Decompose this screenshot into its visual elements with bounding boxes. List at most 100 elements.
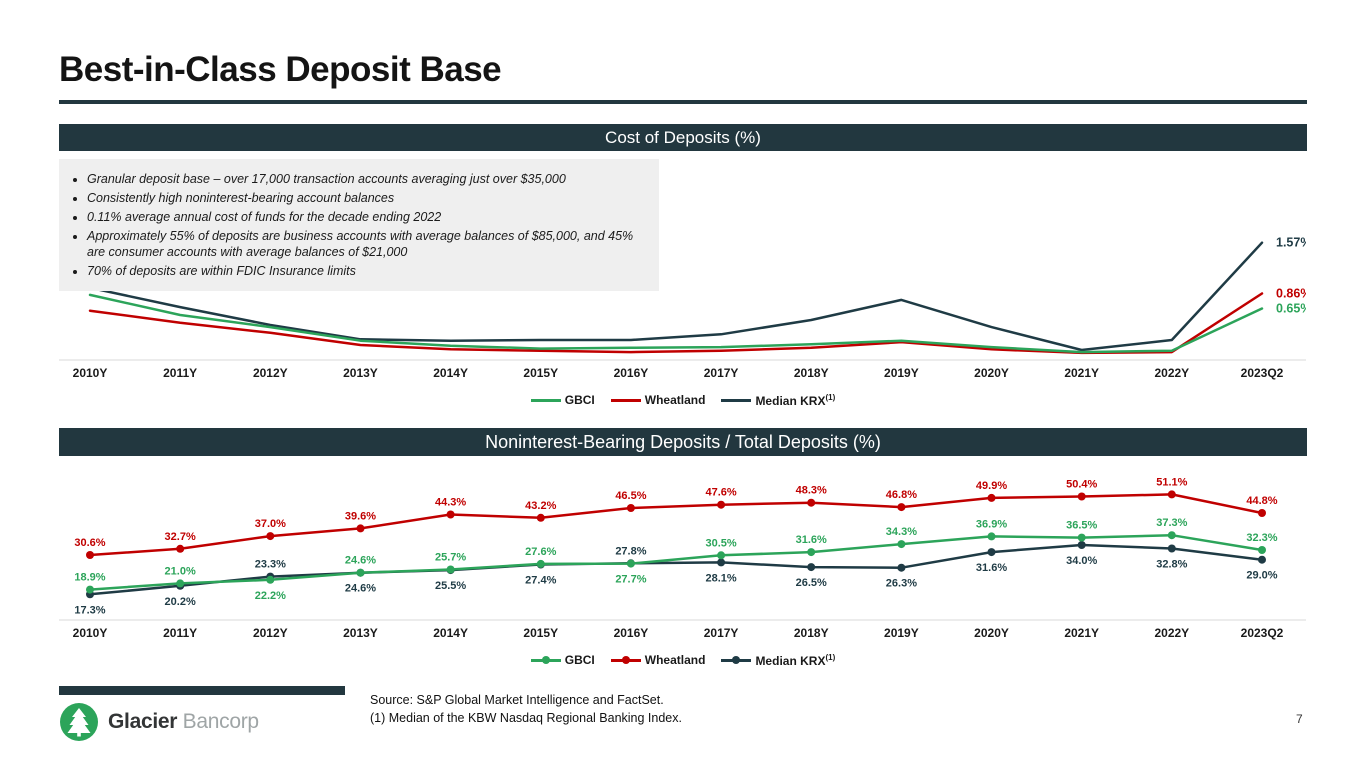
svg-text:0.86%: 0.86% — [1276, 287, 1306, 301]
svg-text:34.0%: 34.0% — [1066, 555, 1097, 567]
footer-accent-bar — [59, 686, 345, 695]
legend-item-median-krx: Median KRX(1) — [721, 653, 835, 668]
page-title: Best-in-Class Deposit Base — [59, 50, 502, 89]
wheatland-dot — [621, 656, 630, 664]
legend-item-median-krx: Median KRX(1) — [721, 393, 835, 408]
svg-text:30.6%: 30.6% — [74, 537, 105, 549]
svg-text:31.6%: 31.6% — [976, 562, 1007, 574]
krx-line-swatch — [721, 398, 752, 402]
svg-text:0.65%: 0.65% — [1276, 302, 1306, 316]
svg-text:2023Q2: 2023Q2 — [1241, 626, 1284, 640]
title-rule — [59, 100, 1307, 104]
cost-of-deposits-legend: GBCI Wheatland Median KRX(1) — [59, 392, 1307, 408]
svg-text:26.5%: 26.5% — [796, 577, 827, 589]
cost-of-deposits-header: Cost of Deposits (%) — [59, 124, 1307, 151]
svg-text:39.6%: 39.6% — [345, 510, 376, 522]
svg-text:24.6%: 24.6% — [345, 555, 376, 567]
gbci-line-swatch — [530, 398, 561, 402]
svg-text:2011Y: 2011Y — [163, 366, 197, 380]
svg-text:27.6%: 27.6% — [525, 546, 556, 558]
source-line: Source: S&P Global Market Intelligence a… — [370, 693, 664, 707]
krx-dot — [732, 656, 741, 664]
svg-text:2021Y: 2021Y — [1064, 366, 1099, 380]
svg-text:2010Y: 2010Y — [73, 366, 108, 380]
svg-text:2015Y: 2015Y — [523, 366, 558, 380]
svg-text:18.9%: 18.9% — [74, 572, 105, 584]
svg-text:2016Y: 2016Y — [614, 366, 649, 380]
svg-text:2020Y: 2020Y — [974, 626, 1009, 640]
svg-text:36.9%: 36.9% — [976, 518, 1007, 530]
svg-text:2012Y: 2012Y — [253, 626, 288, 640]
svg-text:2017Y: 2017Y — [704, 626, 739, 640]
svg-text:2022Y: 2022Y — [1154, 626, 1189, 640]
cost-of-deposits-chart: 0.65%0.86% 1.57% 2010Y 2011Y 2012Y 2013Y 2014Y… — [59, 236, 1306, 380]
svg-text:49.9%: 49.9% — [976, 480, 1007, 492]
nib-deposits-legend: GBCI Wheatland Median KRX(1) — [59, 652, 1307, 668]
svg-text:50.4%: 50.4% — [1066, 478, 1097, 490]
svg-text:28.1%: 28.1% — [705, 572, 736, 584]
svg-text:37.3%: 37.3% — [1156, 517, 1187, 529]
svg-text:1.57%: 1.57% — [1276, 236, 1306, 250]
svg-text:44.8%: 44.8% — [1246, 495, 1277, 507]
svg-text:22.2%: 22.2% — [255, 590, 286, 602]
legend-item-gbci: GBCI — [530, 393, 595, 407]
svg-text:34.3%: 34.3% — [886, 526, 917, 538]
footnote-line: (1) Median of the KBW Nasdaq Regional Ba… — [370, 711, 682, 726]
svg-text:2017Y: 2017Y — [704, 366, 739, 380]
deposit-highlights-box: Granular deposit base – over 17,000 tran… — [59, 159, 659, 291]
svg-text:2014Y: 2014Y — [433, 366, 468, 380]
svg-text:23.3%: 23.3% — [255, 559, 286, 571]
nib-deposits-chart: 30.6% 17.3% 18.9% 32.7% 20.2% 21.0% 37.0% 23.3%… — [59, 476, 1306, 640]
gbci-line-swatch — [530, 656, 561, 664]
svg-text:26.3%: 26.3% — [886, 578, 917, 590]
svg-text:2013Y: 2013Y — [343, 626, 378, 640]
svg-text:2019Y: 2019Y — [884, 366, 919, 380]
svg-text:32.3%: 32.3% — [1246, 532, 1277, 544]
svg-text:2012Y: 2012Y — [253, 366, 288, 380]
svg-text:47.6%: 47.6% — [705, 487, 736, 499]
glacier-tree-icon — [60, 703, 98, 741]
svg-text:27.8%: 27.8% — [615, 545, 646, 557]
svg-text:29.0%: 29.0% — [1246, 570, 1277, 582]
svg-text:37.0%: 37.0% — [255, 518, 286, 530]
legend-item-wheatland: Wheatland — [610, 393, 705, 407]
svg-text:27.4%: 27.4% — [525, 574, 556, 586]
svg-text:2015Y: 2015Y — [523, 626, 558, 640]
svg-text:46.5%: 46.5% — [615, 490, 646, 502]
gbci-dot — [541, 656, 550, 664]
legend-label: Median KRX(1) — [755, 392, 836, 408]
svg-text:2022Y: 2022Y — [1154, 366, 1189, 380]
brand-wordmark: Glacier Bancorp — [108, 710, 259, 733]
legend-item-wheatland: Wheatland — [610, 653, 706, 667]
page-number: 7 — [1296, 712, 1303, 726]
legend-label: GBCI — [564, 653, 595, 667]
svg-text:27.7%: 27.7% — [615, 574, 646, 586]
svg-text:44.3%: 44.3% — [435, 497, 466, 509]
glacier-bancorp-logo: Glacier Bancorp — [59, 702, 259, 742]
svg-text:43.2%: 43.2% — [525, 500, 556, 512]
svg-text:17.3%: 17.3% — [74, 604, 105, 616]
wheatland-line-swatch — [610, 398, 641, 402]
svg-text:2021Y: 2021Y — [1064, 626, 1099, 640]
svg-text:51.1%: 51.1% — [1156, 476, 1187, 488]
svg-text:2019Y: 2019Y — [884, 626, 919, 640]
svg-text:30.5%: 30.5% — [705, 537, 736, 549]
svg-text:32.8%: 32.8% — [1156, 559, 1187, 571]
nib-deposits-header: Noninterest-Bearing Deposits / Total Dep… — [59, 428, 1307, 456]
highlight-item: 70% of deposits are within FDIC Insuranc… — [87, 263, 645, 280]
highlight-item: Approximately 55% of deposits are busine… — [87, 228, 645, 261]
svg-text:2020Y: 2020Y — [974, 366, 1009, 380]
legend-label: Wheatland — [644, 653, 706, 667]
deposit-highlights-list: Granular deposit base – over 17,000 tran… — [65, 171, 645, 280]
svg-text:25.5%: 25.5% — [435, 580, 466, 592]
svg-text:2010Y: 2010Y — [73, 626, 108, 640]
svg-text:2023Q2: 2023Q2 — [1241, 366, 1284, 380]
source-note: Source: S&P Global Market Intelligence a… — [370, 691, 682, 727]
svg-text:36.5%: 36.5% — [1066, 520, 1097, 532]
svg-text:32.7%: 32.7% — [165, 531, 196, 543]
svg-text:24.6%: 24.6% — [345, 583, 376, 595]
svg-text:2018Y: 2018Y — [794, 366, 829, 380]
svg-text:25.7%: 25.7% — [435, 551, 466, 563]
highlight-item: Granular deposit base – over 17,000 tran… — [87, 171, 645, 188]
svg-text:2016Y: 2016Y — [614, 626, 649, 640]
